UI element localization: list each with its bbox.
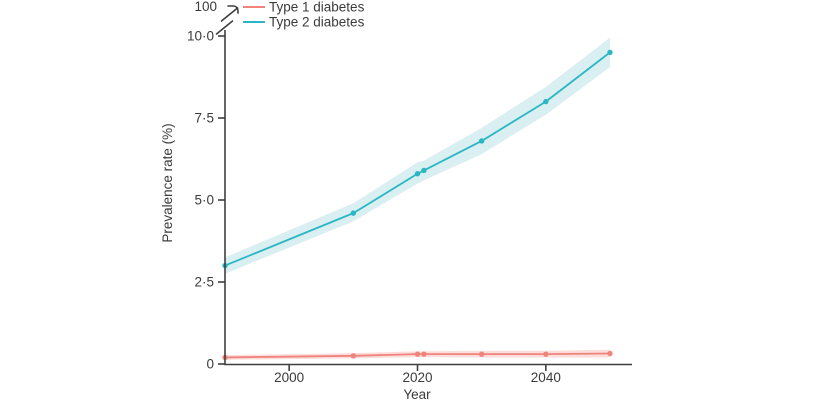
y-tick-label: 5·0 [194, 193, 214, 208]
marker-series-1 [543, 98, 549, 105]
y-axis-title: Prevalence rate (%) [160, 123, 175, 242]
marker-series-0 [421, 351, 427, 357]
y-axis-break-icon [215, 5, 239, 35]
marker-series-0 [543, 351, 549, 357]
marker-series-0 [478, 351, 485, 357]
marker-series-0 [350, 353, 357, 359]
marker-series-1 [421, 167, 427, 174]
band-series-1 [225, 37, 611, 274]
x-axis-title: Year [403, 387, 431, 402]
marker-series-0 [607, 350, 613, 357]
y-tick-label: 2·5 [194, 275, 214, 290]
marker-series-1 [414, 171, 421, 177]
x-tick-label: 2000 [274, 370, 304, 385]
series-markers [222, 49, 613, 361]
legend-label-type1: Type 1 diabetes [269, 0, 365, 15]
x-tick-label: 2020 [402, 370, 432, 385]
marker-series-1 [607, 49, 613, 56]
confidence-bands [225, 37, 611, 360]
legend-label-type2: Type 2 diabetes [269, 15, 365, 30]
marker-series-1 [478, 138, 485, 144]
y-tick-label: 0 [206, 357, 214, 372]
break-slash-upper [220, 7, 239, 22]
marker-series-1 [350, 210, 357, 216]
y-tick-label: 7·5 [194, 111, 214, 126]
y-tick-label: 10·0 [187, 29, 214, 44]
x-tick-label: 2040 [531, 370, 561, 385]
legend: Type 1 diabetes Type 2 diabetes [243, 0, 365, 30]
axes [218, 30, 632, 371]
break-slash-lower [215, 20, 234, 35]
y-axis-break-top-label: 100 [194, 0, 217, 14]
tick-labels: 0 2·5 5·0 7·5 10·0 2000 2020 2040 [187, 29, 561, 386]
marker-series-0 [414, 351, 421, 357]
